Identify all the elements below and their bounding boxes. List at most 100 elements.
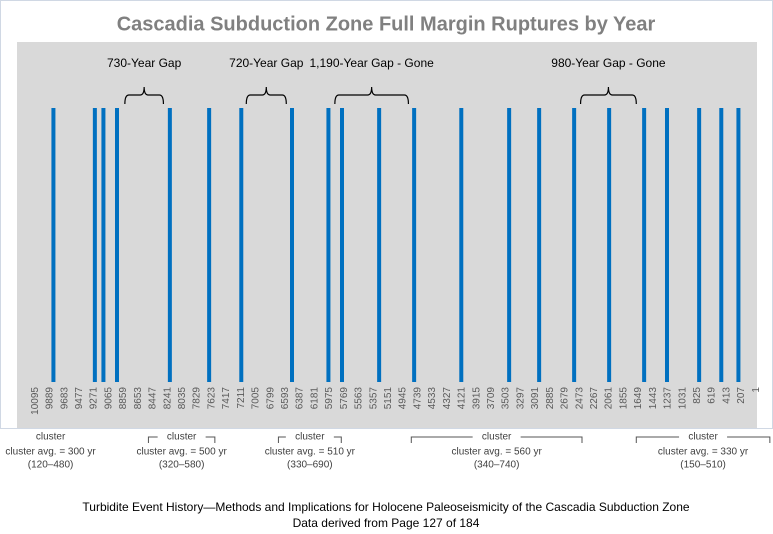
event-bar	[736, 108, 741, 382]
x-tick-label: 2679	[560, 387, 571, 410]
x-tick-label: 3091	[530, 387, 541, 410]
cluster-bracket	[635, 436, 771, 443]
event-bar	[377, 108, 382, 382]
x-tick-label: 7623	[206, 387, 217, 410]
event-bar	[290, 108, 294, 382]
gap-brace	[245, 86, 287, 105]
x-tick-label: 9271	[89, 387, 100, 410]
x-tick-label: 9889	[45, 387, 56, 410]
x-tick-label: 1031	[677, 387, 688, 410]
x-tick-label: 3709	[486, 387, 497, 410]
plot-area	[17, 42, 757, 428]
x-tick-label: 5769	[339, 387, 350, 410]
x-tick-label: 7829	[192, 387, 203, 410]
cluster-label: cluster	[482, 432, 512, 443]
gap-label: 1,190-Year Gap - Gone	[309, 56, 434, 70]
cluster-average: cluster avg. = 500 yr	[136, 447, 227, 458]
x-tick-label: 6181	[309, 387, 320, 410]
event-bar	[340, 108, 344, 382]
x-tick-label: 619	[707, 387, 718, 404]
x-tick-label: 7417	[221, 387, 232, 410]
x-tick-label: 2885	[545, 387, 556, 410]
cluster-range: (120–480)	[28, 460, 74, 471]
event-bar	[92, 108, 97, 382]
cluster-average: cluster avg. = 330 yr	[658, 447, 749, 458]
x-tick-label: 4327	[442, 387, 453, 410]
x-tick-label: 9065	[103, 387, 114, 410]
x-tick-label: 5563	[354, 387, 365, 410]
x-tick-label: 2061	[604, 387, 615, 410]
x-tick-label: 8653	[133, 387, 144, 410]
gap-brace	[579, 86, 637, 105]
x-tick-label: 3503	[501, 387, 512, 410]
event-bar	[572, 108, 577, 382]
event-bar	[507, 108, 512, 382]
event-bar	[115, 108, 119, 382]
event-bar	[719, 108, 724, 382]
x-tick-label: 1237	[663, 387, 674, 410]
event-bar	[665, 108, 669, 382]
event-bar	[607, 108, 612, 382]
event-bar	[326, 108, 331, 382]
x-tick-label: 1649	[633, 387, 644, 410]
cluster-range: (330–690)	[287, 460, 333, 471]
x-tick-label: 1855	[618, 387, 629, 410]
cluster-label: cluster	[167, 432, 197, 443]
event-bar	[459, 108, 464, 382]
gap-label: 980-Year Gap - Gone	[551, 56, 666, 70]
x-tick-label: 2267	[589, 387, 600, 410]
x-tick-label: 3297	[515, 387, 526, 410]
x-tick-label: 6593	[280, 387, 291, 410]
x-tick-label: 413	[721, 387, 732, 404]
cluster-bracket	[277, 436, 342, 443]
x-tick-label: 1	[751, 387, 762, 393]
x-tick-label: 5357	[368, 387, 379, 410]
cluster-average: cluster avg. = 300 yr	[5, 447, 96, 458]
gap-brace	[124, 86, 165, 105]
x-tick-label: 8859	[118, 387, 129, 410]
x-tick-label: 4945	[398, 387, 409, 410]
x-tick-label: 9477	[74, 387, 85, 410]
x-tick-label: 7211	[236, 387, 247, 409]
cluster-average: cluster avg. = 560 yr	[451, 447, 542, 458]
x-tick-label: 7005	[251, 387, 262, 410]
caption: Turbidite Event History—Methods and Impl…	[82, 500, 690, 514]
cluster-label: cluster	[36, 432, 66, 443]
event-bar	[537, 108, 542, 382]
cluster-label: cluster	[688, 432, 718, 443]
cluster-range: (320–580)	[159, 460, 205, 471]
gap-brace	[334, 86, 410, 105]
cluster-bracket	[410, 436, 583, 443]
x-tick-label: 2473	[574, 387, 585, 410]
event-bar	[101, 108, 106, 382]
x-tick-label: 5975	[324, 387, 335, 410]
event-bar	[642, 108, 647, 382]
x-tick-label: 8241	[162, 387, 173, 410]
event-bar	[239, 108, 244, 382]
event-bar	[697, 108, 702, 382]
x-tick-label: 1443	[648, 387, 659, 410]
cluster-range: (150–510)	[680, 460, 726, 471]
event-bar	[51, 108, 56, 382]
caption: Data derived from Page 127 of 184	[293, 516, 480, 530]
x-tick-label: 207	[736, 387, 747, 404]
cluster-average: cluster avg. = 510 yr	[265, 447, 356, 458]
x-tick-label: 4739	[412, 387, 423, 410]
event-bar	[412, 108, 417, 382]
x-tick-label: 5151	[383, 387, 394, 410]
gap-label: 720-Year Gap	[229, 56, 304, 70]
chart-title: Cascadia Subduction Zone Full Margin Rup…	[117, 13, 656, 35]
x-tick-label: 4533	[427, 387, 438, 410]
x-tick-label: 4121	[457, 387, 468, 410]
cluster-bracket	[147, 436, 216, 443]
x-tick-label: 3915	[471, 387, 482, 410]
event-bar	[167, 108, 172, 382]
x-tick-label: 8035	[177, 387, 188, 410]
x-tick-label: 8447	[148, 387, 159, 410]
x-tick-label: 10095	[30, 387, 41, 415]
x-tick-label: 825	[692, 387, 703, 404]
gap-label: 730-Year Gap	[107, 56, 182, 70]
x-tick-label: 6387	[295, 387, 306, 410]
x-tick-label: 9683	[59, 387, 70, 410]
